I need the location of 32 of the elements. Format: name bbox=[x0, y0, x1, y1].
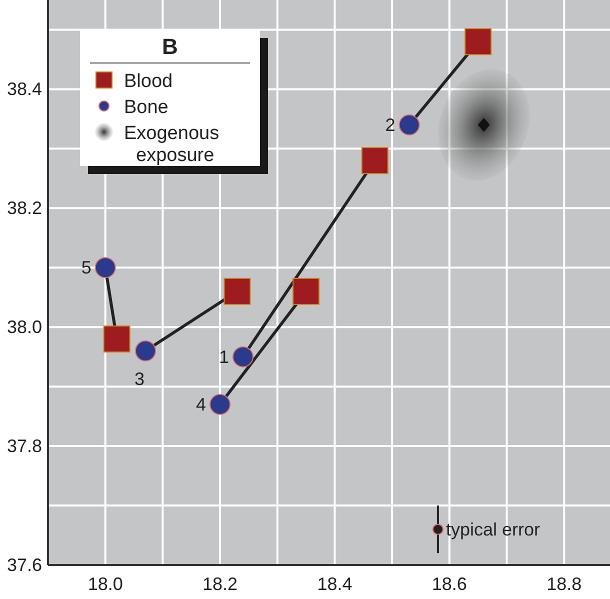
x-tick-label: 18.2 bbox=[202, 574, 238, 594]
y-tick-label: 38.0 bbox=[6, 317, 42, 338]
legend-title: B bbox=[162, 34, 178, 59]
point bbox=[224, 278, 251, 305]
x-tick-label: 18.8 bbox=[546, 574, 582, 594]
point bbox=[398, 114, 420, 136]
legend-label: Bone bbox=[124, 97, 168, 118]
point bbox=[94, 257, 116, 278]
y-tick-label: 37.8 bbox=[6, 436, 42, 456]
x-tick-label: 18.4 bbox=[317, 574, 352, 594]
point bbox=[210, 394, 231, 415]
point bbox=[103, 326, 130, 352]
y-tick-label: 38.4 bbox=[6, 79, 42, 100]
annotation: 3 bbox=[134, 368, 144, 389]
point bbox=[464, 28, 492, 56]
annotation: 4 bbox=[196, 394, 206, 414]
legend-label: Exogenous exposure bbox=[124, 123, 220, 166]
point bbox=[232, 346, 254, 368]
annotation: 1 bbox=[218, 346, 229, 367]
annotation: 5 bbox=[81, 258, 92, 278]
point bbox=[478, 118, 490, 132]
y-tick-label: 37.6 bbox=[6, 555, 42, 575]
x-tick-label: 18.0 bbox=[88, 574, 123, 594]
x-tick-label: 18.6 bbox=[432, 574, 467, 594]
legend-label: Blood bbox=[124, 71, 173, 92]
point bbox=[292, 278, 320, 305]
annotation: 2 bbox=[385, 114, 396, 135]
point bbox=[134, 340, 156, 362]
point bbox=[361, 147, 388, 174]
point bbox=[432, 524, 444, 535]
series-label: typical error bbox=[446, 519, 540, 540]
y-tick-label: 38.2 bbox=[6, 198, 42, 218]
